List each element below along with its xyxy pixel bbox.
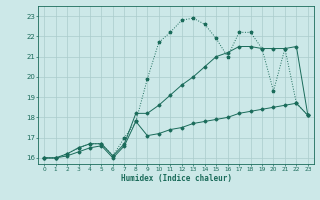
X-axis label: Humidex (Indice chaleur): Humidex (Indice chaleur) [121,174,231,183]
